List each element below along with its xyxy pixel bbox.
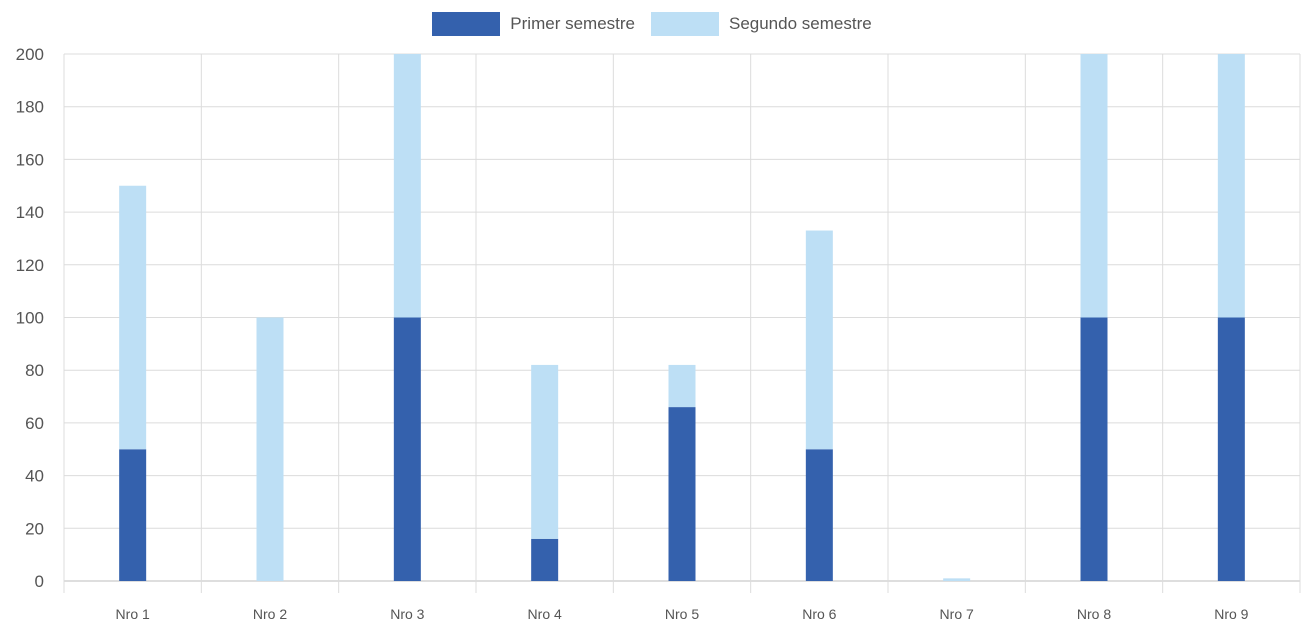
bar-segment: [1217, 317, 1245, 581]
bar-segment: [668, 364, 696, 408]
legend-item-primer-semestre[interactable]: Primer semestre: [432, 12, 635, 36]
y-tick-label: 0: [35, 572, 44, 591]
bar-segment: [1080, 54, 1108, 318]
y-tick-label: 160: [16, 150, 44, 169]
x-tick-label: Nro 3: [390, 606, 424, 622]
x-tick-label: Nro 2: [253, 606, 287, 622]
bar-segment: [393, 54, 421, 318]
bar-segment: [393, 317, 421, 581]
legend-item-segundo-semestre[interactable]: Segundo semestre: [650, 12, 872, 36]
x-tick-label: Nro 5: [665, 606, 699, 622]
x-tick-label: Nro 4: [528, 606, 562, 622]
chart-legend: Primer semestre Segundo semestre: [0, 9, 1304, 39]
bar-segment: [256, 317, 284, 581]
y-tick-label: 40: [25, 467, 44, 486]
bar-segment: [805, 449, 833, 581]
bar-segment: [119, 449, 147, 581]
bar-segment: [943, 578, 971, 581]
legend-swatch-segundo-semestre: [650, 12, 719, 36]
y-tick-label: 200: [16, 45, 44, 64]
bar-segment: [1080, 317, 1108, 581]
bar-segment: [805, 230, 833, 450]
y-tick-label: 180: [16, 98, 44, 117]
legend-label-segundo-semestre: Segundo semestre: [728, 14, 872, 33]
bar-segment: [1217, 54, 1245, 318]
bar-segment: [119, 185, 147, 450]
x-tick-label: Nro 8: [1077, 606, 1111, 622]
x-tick-label: Nro 6: [802, 606, 836, 622]
bar-segment: [531, 364, 559, 539]
x-tick-label: Nro 9: [1214, 606, 1248, 622]
bar-segment: [531, 538, 559, 581]
y-tick-label: 60: [25, 414, 44, 433]
y-tick-label: 100: [16, 309, 44, 328]
legend-label-primer-semestre: Primer semestre: [510, 14, 635, 33]
y-tick-label: 140: [16, 203, 44, 222]
x-tick-label: Nro 7: [940, 606, 974, 622]
y-tick-label: 120: [16, 256, 44, 275]
y-tick-label: 80: [25, 361, 44, 380]
bar-segment: [668, 407, 696, 581]
y-tick-label: 20: [25, 519, 44, 538]
legend-swatch-primer-semestre: [432, 12, 501, 36]
x-tick-label: Nro 1: [116, 606, 150, 622]
